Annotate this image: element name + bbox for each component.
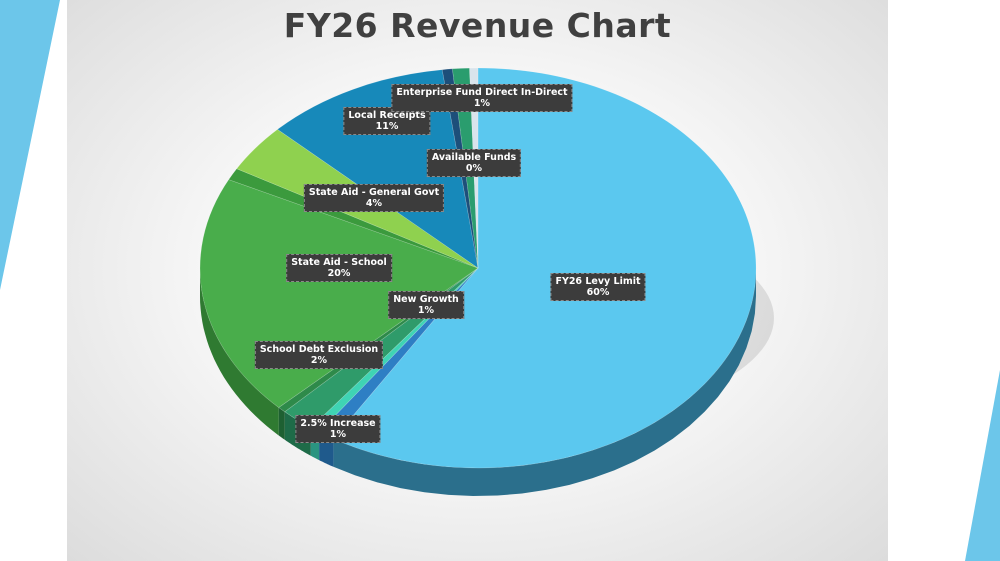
data-label-name: Local Receipts [348, 110, 426, 121]
data-label-value: 2% [310, 355, 328, 366]
data-label-2-5-increase: 2.5% Increase 1% [295, 415, 381, 443]
data-label-name: New Growth [393, 294, 459, 305]
data-label-value: 60% [586, 287, 610, 298]
data-label-state-aid-general-govt: State Aid - General Govt 4% [303, 184, 445, 212]
data-label-value: 20% [327, 268, 351, 279]
slice-fy26-levy-limit [332, 67, 757, 469]
data-label-value: 11% [375, 121, 399, 132]
pie-slices [199, 67, 757, 469]
data-label-state-aid-school: State Aid - School 20% [286, 254, 392, 282]
slice-side-5 [200, 268, 279, 436]
data-label-school-debt-exclusion: School Debt Exclusion 2% [254, 341, 384, 369]
data-label-name: FY26 Levy Limit [555, 276, 641, 287]
data-label-value: 1% [473, 98, 491, 109]
data-label-fy26-levy-limit: FY26 Levy Limit 60% [550, 273, 646, 301]
left-accent-stripe [0, 0, 60, 290]
data-label-value: 0% [465, 163, 483, 174]
right-accent-stripe [965, 370, 1000, 561]
data-label-available-funds: Available Funds 0% [426, 149, 522, 177]
data-label-value: 1% [417, 305, 435, 316]
slice-new-growth [228, 168, 479, 269]
slice-side-4 [278, 407, 285, 440]
data-label-value: 1% [329, 429, 347, 440]
data-label-name: 2.5% Increase [300, 418, 376, 429]
data-label-name: State Aid - General Govt [308, 187, 440, 198]
data-label-name: School Debt Exclusion [259, 344, 379, 355]
slice-side-0 [333, 268, 756, 496]
data-label-enterprise-fund-direct-in-direct: Enterprise Fund Direct In-Direct 1% [391, 84, 573, 112]
data-label-name: Available Funds [431, 152, 517, 163]
data-label-name: State Aid - School [291, 257, 387, 268]
data-label-name: Enterprise Fund Direct In-Direct [396, 87, 568, 98]
data-label-value: 4% [365, 198, 383, 209]
data-label-new-growth: New Growth 1% [388, 291, 464, 319]
chart-title: FY26 Revenue Chart [283, 6, 672, 45]
